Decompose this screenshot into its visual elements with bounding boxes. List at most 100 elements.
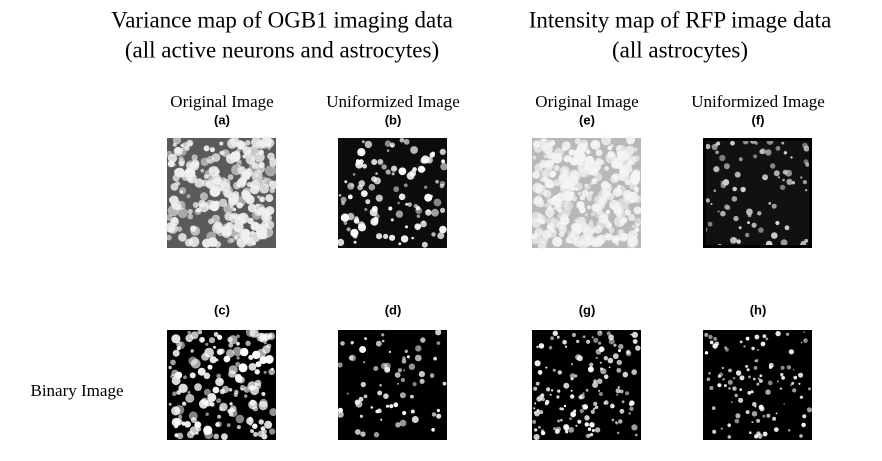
image-spot [727,423,731,428]
image-spot [227,174,234,181]
image-spot [621,400,625,404]
image-spot [790,384,792,386]
image-spot [385,169,391,175]
image-spot [189,426,199,436]
image-spot [177,341,186,349]
image-spot [589,422,595,428]
image-spot [783,151,788,155]
image-spot [538,343,545,349]
image-spot [540,177,545,182]
image-spot [773,170,780,177]
image-spot [410,146,418,154]
image-spot [579,408,584,414]
image-spot [425,209,432,216]
image-spot [630,176,640,186]
image-spot [561,207,571,218]
image-spot [549,140,556,147]
image-spot [215,377,224,387]
image-spot [340,213,350,222]
image-spot [170,183,179,191]
image-spot [184,421,191,428]
image-spot [762,431,768,437]
image-spot [727,379,733,385]
image-spot [600,368,607,375]
image-spot [564,345,568,348]
image-spot [618,229,624,235]
image-spot [723,384,727,388]
image-spot [253,431,258,437]
image-spot [363,361,366,364]
image-spot [262,334,268,340]
image-spot [410,409,415,414]
image-spot [588,222,594,229]
image-spot [178,155,184,161]
image-spot [735,370,742,376]
image-spot [765,389,771,395]
image-spot [226,423,231,427]
image-spot [420,337,426,343]
image-spot [584,183,589,188]
image-background [703,138,812,248]
image-spot [198,399,209,409]
image-spot [233,221,244,233]
image-spot [207,364,213,370]
image-spot [540,169,551,180]
image-spot [745,336,750,341]
image-spot [346,227,351,232]
image-spot [249,184,260,195]
image-spot [631,331,639,338]
image-spot [601,190,609,198]
image-spot [605,209,611,215]
image-spot [616,368,622,373]
image-spot [759,149,764,155]
image-spot [178,233,187,242]
image-spot [381,333,385,337]
panel-letter: (b) [385,112,402,127]
image-spot [754,334,760,340]
image-spot [534,360,541,367]
image-spot [347,212,355,221]
image-spot [216,373,221,379]
image-spot [254,379,262,387]
image-spot [732,386,737,391]
image-spot [711,406,716,410]
image-spot [758,227,764,233]
image-spot [187,208,193,215]
image-spot [350,183,354,187]
image-spot [186,173,197,184]
image-spot [600,180,610,190]
image-spot [535,381,540,386]
image-spot [725,205,731,211]
image-spot [584,415,590,421]
image-spot [577,419,582,424]
image-spot [577,191,582,196]
image-spot [261,213,270,222]
image-spot [576,147,580,151]
image-spot [634,147,638,152]
image-spot [236,341,240,346]
image-spot [245,154,256,165]
image-spot [373,366,379,371]
image-spot [739,388,742,391]
image-spot [542,161,550,168]
image-spot [256,195,261,199]
image-spot [178,414,183,419]
image-spot [612,187,623,197]
image-spot [395,422,401,428]
image-spot [236,334,240,338]
image-spot [751,346,755,351]
image-spot [557,419,561,423]
image-spot [226,349,235,358]
image-spot [362,163,367,169]
image-spot [570,377,574,381]
image-spot [222,178,231,187]
image-spot [545,366,548,369]
image-spot [212,386,220,394]
image-spot [574,374,578,378]
image-spot [409,170,417,177]
image-spot [412,382,417,387]
image-spot [595,158,604,166]
image-spot [573,409,577,413]
image-spot [704,351,709,355]
image-spot [608,366,611,369]
